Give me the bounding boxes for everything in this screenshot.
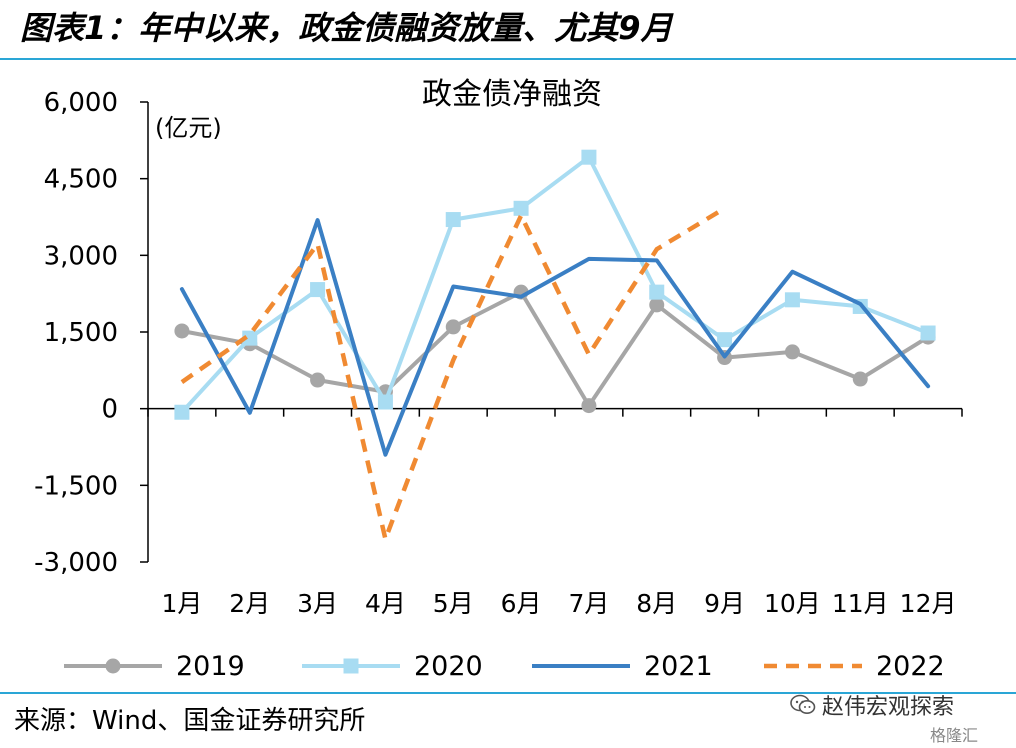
x-tick-label: 7月 bbox=[568, 589, 609, 618]
line-chart: 政金债净融资 (亿元) -3,000 -1,500 0 1,500 3,000 4,500 6,… bbox=[34, 77, 963, 618]
point-2020 bbox=[784, 292, 800, 308]
watermark-text: 赵伟宏观探索 bbox=[822, 695, 955, 720]
series-line-2022 bbox=[180, 206, 726, 542]
point-2020 bbox=[649, 284, 665, 300]
x-tick-label: 10月 bbox=[764, 589, 821, 618]
x-tick-label: 11月 bbox=[832, 589, 889, 618]
point-2019 bbox=[581, 398, 597, 414]
series-line-2020 bbox=[179, 155, 931, 415]
y-tick-label: 1,500 bbox=[44, 318, 118, 348]
legend: 2019 2020 2021 2022 bbox=[60, 646, 960, 686]
point-2019 bbox=[649, 297, 665, 313]
point-2020 bbox=[717, 332, 733, 348]
x-tick-label: 12月 bbox=[900, 589, 957, 618]
legend-item-2019: 2019 bbox=[60, 646, 245, 686]
series-line-2021 bbox=[179, 218, 931, 457]
legend-label: 2022 bbox=[876, 650, 945, 682]
x-tick-label: 6月 bbox=[501, 589, 542, 618]
y-tick-label: 3,000 bbox=[44, 241, 118, 271]
y-tick-label: 4,500 bbox=[44, 165, 118, 195]
legend-label: 2021 bbox=[644, 650, 713, 682]
legend-swatch-2021 bbox=[532, 664, 630, 668]
x-tick-label: 2月 bbox=[229, 589, 270, 618]
x-tick-label: 8月 bbox=[636, 589, 677, 618]
top-rule bbox=[0, 58, 1016, 60]
point-2019 bbox=[784, 344, 800, 360]
point-2019 bbox=[445, 319, 461, 335]
point-2019 bbox=[852, 371, 868, 387]
legend-item-2021: 2021 bbox=[528, 646, 713, 686]
y-tick-label: 6,000 bbox=[44, 88, 118, 118]
watermark-sub: 格隆汇 bbox=[930, 726, 979, 745]
x-tick-label: 1月 bbox=[161, 589, 202, 618]
legend-label: 2019 bbox=[176, 650, 245, 682]
legend-item-2022: 2022 bbox=[760, 646, 945, 686]
x-tick-label: 3月 bbox=[297, 589, 338, 618]
point-2020 bbox=[920, 325, 936, 341]
point-2020 bbox=[174, 404, 190, 420]
legend-swatch-2020 bbox=[302, 658, 400, 674]
watermark: 赵伟宏观探索 bbox=[790, 690, 1010, 720]
y-tick-label: -3,000 bbox=[34, 548, 118, 578]
point-2020 bbox=[310, 282, 326, 298]
source-note: 来源：Wind、国金证券研究所 bbox=[14, 706, 366, 736]
legend-item-2020: 2020 bbox=[298, 646, 483, 686]
y-tick-label: 0 bbox=[101, 395, 118, 425]
x-tick-label: 4月 bbox=[365, 589, 406, 618]
legend-swatch-2022 bbox=[764, 663, 862, 669]
y-tick-label: -1,500 bbox=[34, 471, 118, 501]
y-axis-label: (亿元) bbox=[155, 114, 222, 142]
point-2020 bbox=[242, 330, 258, 346]
point-2019 bbox=[310, 372, 326, 388]
wechat-icon bbox=[790, 694, 816, 714]
point-2020 bbox=[581, 149, 597, 165]
chart-title: 政金债净融资 bbox=[422, 77, 602, 112]
bottom-rule bbox=[0, 692, 1016, 694]
legend-swatch-2019 bbox=[64, 658, 162, 674]
series-line-2019 bbox=[179, 290, 931, 408]
point-2020 bbox=[513, 200, 529, 216]
x-tick-label: 5月 bbox=[433, 589, 474, 618]
point-2019 bbox=[174, 323, 190, 339]
point-2020 bbox=[377, 394, 393, 410]
figure-title: 图表1：年中以来，政金债融资放量、尤其9月 bbox=[20, 9, 673, 47]
legend-label: 2020 bbox=[414, 650, 483, 682]
point-2020 bbox=[445, 212, 461, 228]
x-tick-label: 9月 bbox=[704, 589, 745, 618]
